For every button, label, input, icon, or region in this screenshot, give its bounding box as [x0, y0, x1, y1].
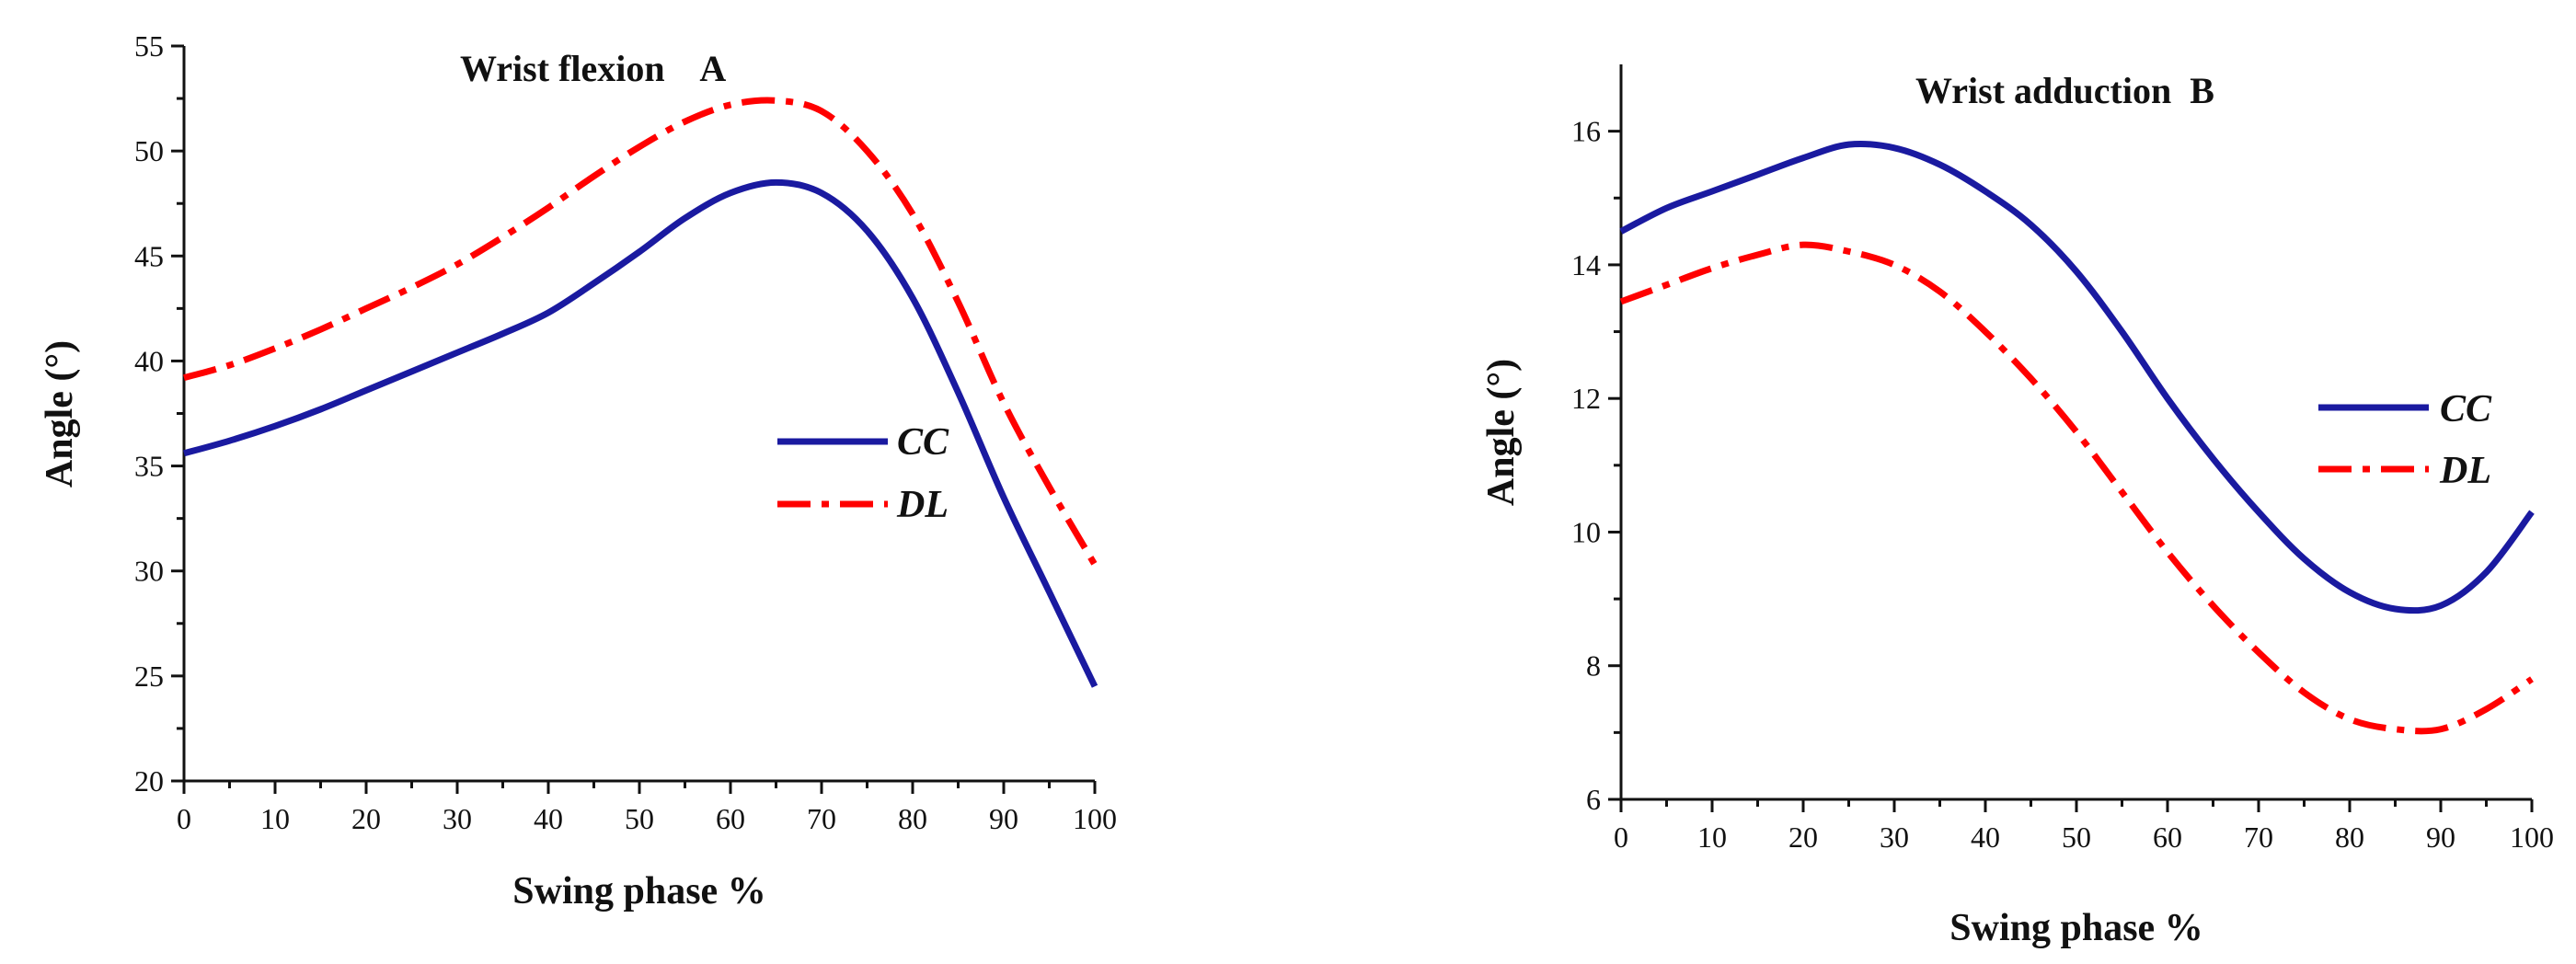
chart-b-ylabel: Angle (°) [1480, 359, 1523, 506]
chart-b-xlabel: Swing phase % [1949, 907, 2202, 949]
chart-a-y-tick-label: 45 [134, 239, 164, 272]
chart-b-y-tick-label: 8 [1586, 649, 1601, 683]
chart-a-y-tick-label: 20 [134, 764, 164, 798]
chart-b-x-tick-label: 10 [1697, 821, 1727, 854]
chart-a-x-tick-label: 90 [989, 802, 1018, 835]
chart-a-series [183, 97, 1098, 688]
chart-b-x-tick-label: 70 [2244, 821, 2273, 854]
chart-a-y-ticks: 20 25 30 35 40 45 50 55 [134, 29, 184, 798]
chart-a-xlabel: Swing phase % [512, 870, 765, 912]
chart-b-x-ticks: 0 10 20 30 40 50 60 70 80 90 100 [1614, 799, 2554, 854]
chart-b-series-dl-line [1619, 241, 2534, 735]
chart-a-title: Wrist flexion A [460, 48, 726, 89]
chart-a-x-tick-label: 0 [177, 802, 191, 835]
chart-a-x-tick-label: 50 [625, 802, 654, 835]
chart-a: Wrist flexion A 20 25 30 35 40 45 50 55 0 10 20 30… [39, 29, 1117, 912]
chart-b-x-tick-label: 60 [2153, 821, 2182, 854]
chart-b-title: Wrist adduction B [1915, 70, 2214, 111]
chart-b-y-ticks: 6 8 10 12 14 16 [1571, 115, 1621, 816]
chart-a-x-tick-label: 30 [443, 802, 472, 835]
chart-a-y-tick-label: 50 [134, 134, 164, 167]
chart-b-x-tick-label: 0 [1614, 821, 1628, 854]
chart-a-y-tick-label: 55 [134, 29, 164, 63]
chart-a-series-dl-line [183, 97, 1098, 567]
chart-b-y-tick-label: 14 [1571, 248, 1601, 281]
chart-a-y-tick-label: 25 [134, 660, 164, 693]
chart-b-x-tick-label: 40 [1971, 821, 2000, 854]
chart-a-x-tick-label: 70 [807, 802, 836, 835]
chart-b-x-tick-label: 90 [2426, 821, 2455, 854]
chart-b-x-tick-label: 100 [2510, 821, 2554, 854]
chart-a-x-tick-label: 20 [351, 802, 381, 835]
chart-b-x-tick-label: 50 [2062, 821, 2091, 854]
chart-a-ylabel: Angle (°) [39, 340, 81, 488]
chart-a-legend-cc-label: CC [897, 421, 949, 464]
chart-b-x-tick-label: 80 [2335, 821, 2364, 854]
chart-b-y-tick-label: 12 [1571, 382, 1601, 415]
chart-b-series [1619, 140, 2535, 735]
chart-a-x-tick-label: 100 [1073, 802, 1117, 835]
chart-a-x-tick-label: 80 [898, 802, 927, 835]
chart-b-legend-dl-label: DL [2439, 450, 2491, 492]
chart-b-y-tick-label: 16 [1571, 115, 1601, 148]
chart-a-x-tick-label: 60 [716, 802, 745, 835]
chart-b: Wrist adduction B 6 8 10 12 14 16 0 10 20 30 40 50… [1480, 64, 2554, 949]
chart-a-y-tick-label: 35 [134, 450, 164, 483]
chart-b-series-cc-line [1619, 140, 2535, 614]
chart-b-x-tick-label: 30 [1880, 821, 1909, 854]
chart-a-x-ticks: 0 10 20 30 40 50 60 70 80 90 100 [177, 781, 1117, 835]
chart-a-series-cc-line [183, 178, 1098, 688]
chart-b-x-tick-label: 20 [1788, 821, 1818, 854]
chart-b-legend-cc-label: CC [2440, 388, 2492, 430]
chart-a-legend-dl-label: DL [896, 484, 949, 526]
chart-a-x-tick-label: 10 [260, 802, 290, 835]
chart-a-legend: CC DL [777, 421, 949, 526]
chart-b-y-tick-label: 6 [1586, 783, 1601, 816]
chart-b-legend: CC DL [2318, 388, 2492, 492]
chart-b-y-tick-label: 10 [1571, 515, 1601, 548]
chart-a-y-tick-label: 30 [134, 555, 164, 588]
chart-a-y-tick-label: 40 [134, 344, 164, 377]
chart-a-x-tick-label: 40 [534, 802, 563, 835]
